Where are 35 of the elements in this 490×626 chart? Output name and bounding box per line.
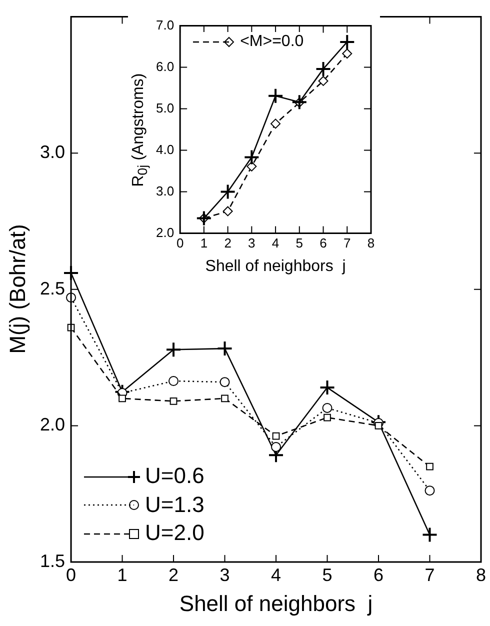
y-tick-label: 2.0	[40, 414, 66, 435]
x-axis-title: Shell of neighbors j	[179, 590, 373, 616]
y-tick-label: 4.0	[156, 142, 174, 157]
x-tick-label: 6	[374, 564, 384, 585]
y-tick-label: 1.5	[40, 550, 66, 571]
y-tick-label: 2.5	[40, 278, 66, 298]
y-tick-label: 3.0	[40, 142, 66, 162]
y-axis-title: M(j) (Bohr/at)	[5, 224, 31, 354]
x-tick-label: 0	[176, 236, 184, 251]
legend-label: U=1.3	[145, 490, 204, 519]
legend-label: U=2.0	[145, 519, 204, 548]
legend-label: U=0.6	[145, 462, 204, 490]
legend-label: <M>=0.0	[240, 32, 304, 52]
x-tick-label: 2	[168, 564, 179, 585]
y-tick-label: 7.0	[156, 17, 174, 32]
x-tick-label: 1	[117, 564, 128, 585]
x-tick-label: 4	[272, 236, 280, 251]
y-tick-label: 6.0	[156, 58, 174, 74]
x-tick-label: 3	[220, 564, 230, 585]
x-tick-label: 0	[66, 564, 76, 585]
y-tick-label: 3.0	[156, 183, 174, 198]
x-tick-label: 4	[271, 564, 282, 585]
x-tick-label: 7	[424, 564, 435, 585]
y-tick-label: 5.0	[156, 100, 174, 116]
x-tick-label: 7	[344, 236, 351, 251]
x-axis-title: Shell of neighbors j	[205, 258, 346, 275]
x-tick-label: 5	[296, 236, 304, 251]
x-tick-label: 3	[248, 236, 256, 251]
x-tick-label: 2	[224, 236, 232, 251]
x-tick-label: 5	[322, 564, 332, 585]
x-tick-label: 8	[476, 564, 486, 585]
x-tick-label: 1	[200, 236, 208, 251]
x-tick-label: 6	[320, 236, 327, 251]
x-tick-label: 8	[367, 236, 375, 251]
y-tick-label: 2.0	[156, 224, 174, 240]
